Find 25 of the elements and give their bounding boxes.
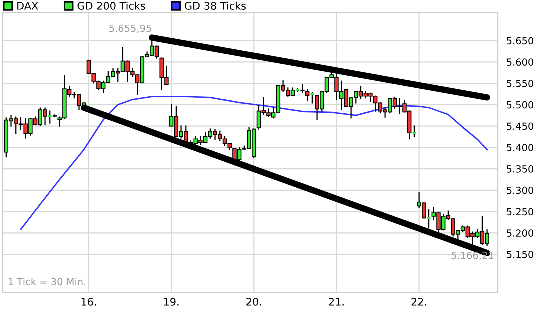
y-tick-label: 5.200 xyxy=(507,230,534,237)
x-tick-label: 20. xyxy=(246,298,262,306)
x-tick-label: 19. xyxy=(164,298,179,306)
x-tick-label: 22. xyxy=(412,298,426,306)
annotation: 5.655,95 xyxy=(110,24,152,34)
y-tick-label: 5.450 xyxy=(507,122,534,130)
x-tick-label: 16. xyxy=(82,298,96,306)
line-series xyxy=(20,96,488,230)
y-tick-label: 5.400 xyxy=(507,144,534,152)
legend-label: DAX xyxy=(18,2,38,10)
y-tick-label: 5.650 xyxy=(507,37,534,45)
candlestick xyxy=(305,89,310,102)
legend-label: GD 38 Ticks xyxy=(185,2,246,10)
candlestick xyxy=(300,84,305,94)
y-tick-label: 5.300 xyxy=(507,186,534,194)
y-tick-label: 5.150 xyxy=(507,251,534,258)
legend-label: GD 200 Ticks xyxy=(78,2,146,10)
x-tick-label: 21. xyxy=(329,298,344,306)
annotation: 1 Tick = 30 Min. xyxy=(9,278,86,286)
annotation: 5.166,21 xyxy=(452,252,494,260)
y-tick-label: 5.350 xyxy=(507,166,534,173)
y-tick-label: 5.500 xyxy=(507,101,534,109)
y-tick-label: 5.250 xyxy=(507,208,534,216)
y-tick-label: 5.600 xyxy=(507,58,534,66)
y-tick-label: 5.550 xyxy=(507,80,534,88)
